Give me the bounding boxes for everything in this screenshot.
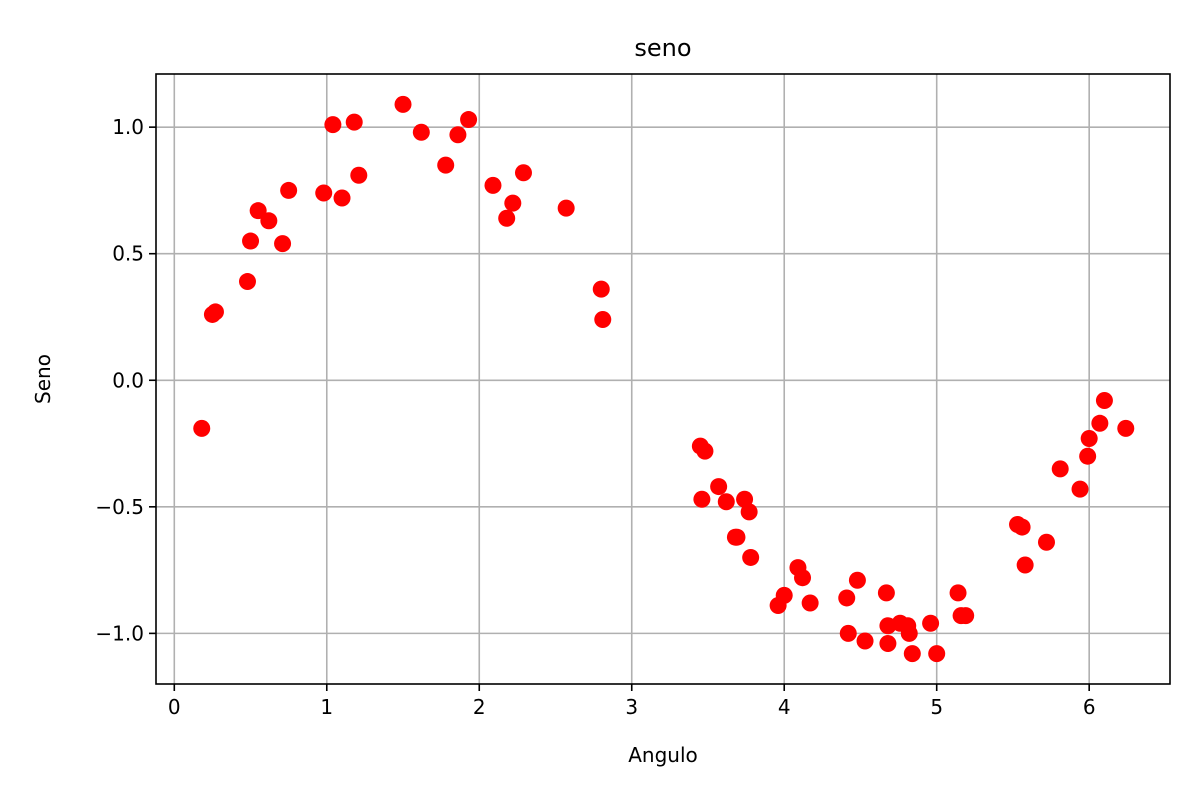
data-point: [1091, 414, 1109, 432]
data-point: [1080, 429, 1098, 447]
data-point: [249, 202, 267, 220]
data-point: [693, 490, 711, 508]
data-point: [928, 645, 946, 663]
data-point: [839, 624, 857, 642]
data-point: [1037, 533, 1055, 551]
data-point: [324, 116, 342, 134]
x-tick-label: 6: [1083, 695, 1096, 719]
y-tick-label: 0.5: [112, 242, 144, 266]
data-point: [437, 156, 455, 174]
chart-title: seno: [634, 34, 691, 62]
data-point: [1117, 419, 1135, 437]
data-point: [592, 280, 610, 298]
data-point: [514, 164, 532, 182]
data-point: [315, 184, 333, 202]
data-point: [903, 645, 921, 663]
data-point: [1071, 480, 1089, 498]
data-point: [742, 548, 760, 566]
data-point: [856, 632, 874, 650]
data-point: [848, 571, 866, 589]
data-point: [238, 273, 256, 291]
data-point: [345, 113, 363, 131]
data-point: [717, 493, 735, 511]
x-axis-label: Angulo: [628, 743, 698, 767]
data-point: [498, 209, 516, 227]
data-point: [394, 95, 412, 113]
data-point: [260, 212, 278, 230]
data-point: [460, 111, 478, 129]
axis-ticks: 0 1 2 3 4 5 6 −1.0 −0.5 0.0 0.5 1.0: [95, 115, 1095, 719]
data-point: [1051, 460, 1069, 478]
data-point: [740, 503, 758, 521]
data-point: [775, 586, 793, 604]
data-point: [696, 442, 714, 460]
data-point: [1095, 392, 1113, 410]
x-tick-label: 4: [778, 695, 791, 719]
data-point: [949, 584, 967, 602]
data-point: [900, 624, 918, 642]
data-point: [193, 419, 211, 437]
data-point: [794, 569, 812, 587]
data-point: [838, 589, 856, 607]
data-point: [280, 181, 298, 199]
data-point: [877, 584, 895, 602]
data-point: [801, 594, 819, 612]
y-tick-label: 0.0: [112, 368, 144, 392]
data-point: [710, 478, 728, 496]
y-axis-label: Seno: [31, 354, 55, 404]
data-point: [412, 123, 430, 141]
y-tick-label: 1.0: [112, 115, 144, 139]
data-point: [957, 607, 975, 625]
data-point: [728, 528, 746, 546]
data-point: [206, 303, 224, 321]
data-point: [484, 176, 502, 194]
data-point: [1016, 556, 1034, 574]
data-point: [504, 194, 522, 212]
x-tick-label: 3: [625, 695, 638, 719]
plot-area-frame: [155, 73, 1171, 685]
data-point: [922, 614, 940, 632]
data-point: [557, 199, 575, 217]
data-point: [274, 235, 292, 253]
x-tick-label: 1: [320, 695, 333, 719]
data-point: [594, 311, 612, 329]
x-tick-label: 5: [930, 695, 943, 719]
data-point: [1079, 447, 1097, 465]
y-tick-label: −1.0: [95, 621, 144, 645]
data-point: [333, 189, 351, 207]
data-points: [193, 95, 1135, 663]
y-tick-label: −0.5: [95, 495, 144, 519]
x-tick-label: 0: [168, 695, 181, 719]
x-tick-label: 2: [473, 695, 486, 719]
data-point: [242, 232, 260, 250]
data-point: [1013, 518, 1031, 536]
data-point: [350, 166, 368, 184]
data-point: [449, 126, 467, 144]
data-point: [879, 635, 897, 653]
